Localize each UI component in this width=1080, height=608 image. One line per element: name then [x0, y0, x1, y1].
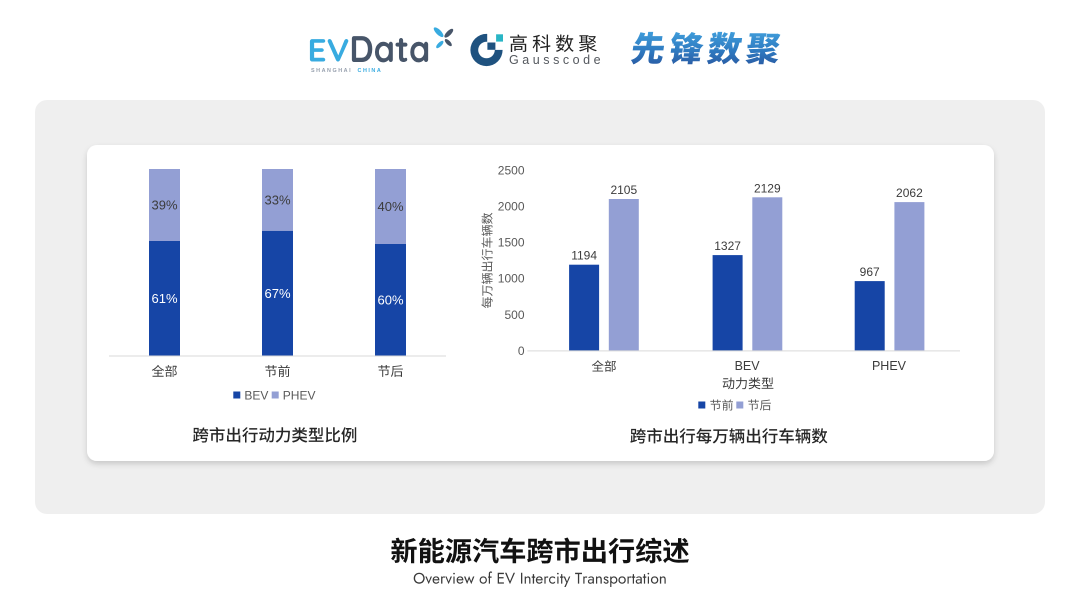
- svg-text:1000: 1000: [498, 272, 525, 286]
- svg-text:1194: 1194: [571, 249, 597, 263]
- svg-text:PHEV: PHEV: [283, 388, 316, 402]
- svg-text:33%: 33%: [264, 193, 290, 208]
- svg-text:BEV: BEV: [735, 359, 761, 373]
- svg-text:60%: 60%: [377, 293, 403, 308]
- svg-text:39%: 39%: [151, 198, 177, 213]
- svg-text:500: 500: [504, 308, 524, 322]
- svg-text:2129: 2129: [754, 181, 781, 195]
- svg-text:967: 967: [860, 265, 880, 279]
- svg-text:Gausscode: Gausscode: [509, 53, 604, 67]
- svg-text:2062: 2062: [896, 186, 923, 200]
- svg-text:61%: 61%: [151, 291, 177, 306]
- svg-text:0: 0: [518, 344, 525, 358]
- svg-text:1327: 1327: [714, 239, 741, 253]
- svg-text:CHINA: CHINA: [358, 68, 383, 74]
- svg-text:2000: 2000: [498, 200, 525, 214]
- svg-text:SHANGHAI: SHANGHAI: [311, 68, 352, 74]
- svg-text:67%: 67%: [264, 286, 290, 301]
- svg-text:40%: 40%: [377, 199, 403, 214]
- svg-text:1500: 1500: [498, 236, 525, 250]
- svg-text:PHEV: PHEV: [872, 359, 907, 373]
- svg-text:2105: 2105: [610, 183, 637, 197]
- svg-text:BEV: BEV: [244, 388, 268, 402]
- svg-text:2500: 2500: [498, 164, 525, 178]
